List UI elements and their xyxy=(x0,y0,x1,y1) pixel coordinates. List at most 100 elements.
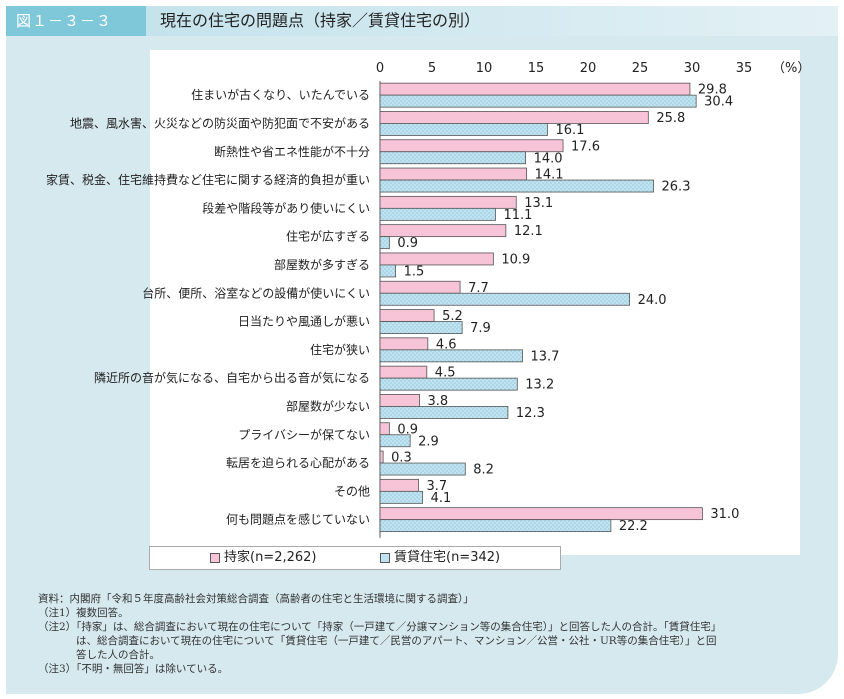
note-1: （注1）複数回答。 xyxy=(38,607,129,619)
category-label: 日当たりや風通しが悪い xyxy=(238,314,370,329)
data-label-owned: 4.5 xyxy=(435,366,456,381)
bar-owned xyxy=(379,280,461,294)
bar-owned xyxy=(379,224,507,238)
category-label: 段差や階段等があり使いにくい xyxy=(202,200,370,215)
note-3: （注3）「不明・無回答」は除いている。 xyxy=(38,663,229,675)
data-label-rented: 30.4 xyxy=(704,95,733,110)
data-label-rented: 1.5 xyxy=(404,264,425,279)
data-label-owned: 7.7 xyxy=(468,281,489,296)
legend-item-owned: 持家(n=2,262) xyxy=(210,549,317,567)
legend-label-rented: 賃貸住宅(n=342) xyxy=(394,550,501,565)
legend-label-owned: 持家(n=2,262) xyxy=(224,550,317,565)
bar-owned xyxy=(379,365,428,379)
x-tick-label: 35 xyxy=(736,61,753,76)
bar-rented xyxy=(379,377,518,391)
bar-owned xyxy=(379,167,528,181)
data-label-rented: 12.3 xyxy=(516,406,545,421)
category-label: 住宅が狭い xyxy=(310,342,370,357)
bar-owned xyxy=(379,82,691,96)
bar-owned xyxy=(379,139,564,153)
bar-owned xyxy=(379,252,494,266)
x-tick-label: 15 xyxy=(528,61,545,76)
data-label-rented: 11.1 xyxy=(503,208,532,223)
category-label: 転居を迫られる心配がある xyxy=(226,455,370,470)
legend-item-rented: 賃貸住宅(n=342) xyxy=(380,549,500,567)
category-label: 住宅が広すぎる xyxy=(286,229,370,244)
data-label-owned: 17.6 xyxy=(571,139,600,154)
bar-rented xyxy=(379,123,548,136)
x-tick-label: 5 xyxy=(428,61,436,76)
note-2-cont2: 答した人の合計。 xyxy=(76,649,160,661)
bar-owned xyxy=(379,309,435,322)
category-label: 住まいが古くなり、いたんでいる xyxy=(191,87,370,102)
data-label-owned: 14.1 xyxy=(535,168,564,183)
note-2: （注2）「持家」は、総合調査において現在の住宅について「持家（一戸建て／分譲マン… xyxy=(38,621,722,633)
data-label-owned: 0.9 xyxy=(397,422,418,437)
data-label-rented: 2.9 xyxy=(418,434,439,449)
bar-owned xyxy=(379,111,649,124)
figure-label: 図１－３－３ xyxy=(6,6,146,36)
bar-rented xyxy=(379,236,390,250)
bar-rented xyxy=(379,94,697,108)
x-tick-label: 30 xyxy=(684,61,701,76)
figure-title: 現在の住宅の問題点（持家／賃貸住宅の別） xyxy=(160,11,481,30)
bar-owned xyxy=(379,195,517,209)
x-tick-label: 10 xyxy=(476,61,493,76)
data-label-owned: 31.0 xyxy=(710,507,739,522)
data-label-rented: 22.2 xyxy=(619,519,648,534)
data-label-owned: 10.9 xyxy=(501,252,530,267)
data-label-rented: 13.7 xyxy=(530,349,559,364)
bar-rented xyxy=(379,151,527,165)
data-label-owned: 0.3 xyxy=(391,451,412,466)
data-label-rented: 8.2 xyxy=(473,463,494,478)
legend-swatch-owned xyxy=(210,552,220,563)
bar-owned xyxy=(379,422,390,436)
data-label-owned: 3.7 xyxy=(426,479,447,494)
data-label-rented: 14.0 xyxy=(534,151,563,166)
data-label-owned: 4.6 xyxy=(436,337,457,352)
category-label: 台所、便所、浴室などの設備が使いにくい xyxy=(142,285,370,300)
category-label: 家賃、税金、住宅維持費など住宅に関する経済的負担が重い xyxy=(46,172,370,187)
category-label: 部屋数が多すぎる xyxy=(274,257,370,272)
data-label-rented: 4.1 xyxy=(431,491,452,506)
unit-label: （%） xyxy=(772,61,810,76)
bar-owned xyxy=(379,507,703,521)
data-label-rented: 24.0 xyxy=(638,293,667,308)
bar-rented xyxy=(379,264,397,278)
bar-rented xyxy=(379,321,463,334)
bar-owned xyxy=(379,450,384,464)
bar-owned xyxy=(379,337,429,351)
data-label-rented: 16.1 xyxy=(555,123,584,138)
data-label-owned: 12.1 xyxy=(514,224,543,239)
note-2-cont: は、総合調査において現在の住宅について「賃貸住宅（一戸建て／民営のアパート、マン… xyxy=(76,635,717,647)
data-label-rented: 0.9 xyxy=(397,236,418,251)
data-label-owned: 25.8 xyxy=(656,111,685,126)
bar-rented xyxy=(379,179,654,193)
category-label: その他 xyxy=(334,484,370,498)
category-label: 何も問題点を感じていない xyxy=(226,512,370,527)
x-tick-label: 0 xyxy=(376,61,384,76)
bar-rented xyxy=(379,519,612,533)
data-label-rented: 13.2 xyxy=(525,378,554,393)
bar-rented xyxy=(379,292,631,306)
category-label: 地震、風水害、火災などの防災面や防犯面で不安がある xyxy=(70,115,370,130)
data-label-owned: 29.8 xyxy=(698,83,727,98)
bar-rented xyxy=(379,434,411,448)
bar-rented xyxy=(379,349,523,363)
legend-swatch-rented xyxy=(380,552,390,563)
data-label-rented: 7.9 xyxy=(470,321,491,336)
bar-rented xyxy=(379,406,509,419)
data-label-owned: 5.2 xyxy=(442,309,463,324)
category-label: 隣近所の音が気になる、自宅から出る音が気になる xyxy=(94,370,370,385)
chart-legend: 持家(n=2,262) 賃貸住宅(n=342) xyxy=(149,546,561,570)
data-label-rented: 26.3 xyxy=(662,180,691,195)
bar-rented xyxy=(379,462,466,476)
category-label: 断熱性や省エネ性能が不十分 xyxy=(214,144,370,159)
bar-rented xyxy=(379,207,496,221)
data-label-owned: 3.8 xyxy=(428,394,449,409)
category-label: 部屋数が少ない xyxy=(286,398,370,413)
bar-owned xyxy=(379,394,420,407)
source-notes: 資料：内閣府「令和５年度高齢社会対策総合調査（高齢者の住宅と生活環境に関する調査… xyxy=(38,592,818,676)
